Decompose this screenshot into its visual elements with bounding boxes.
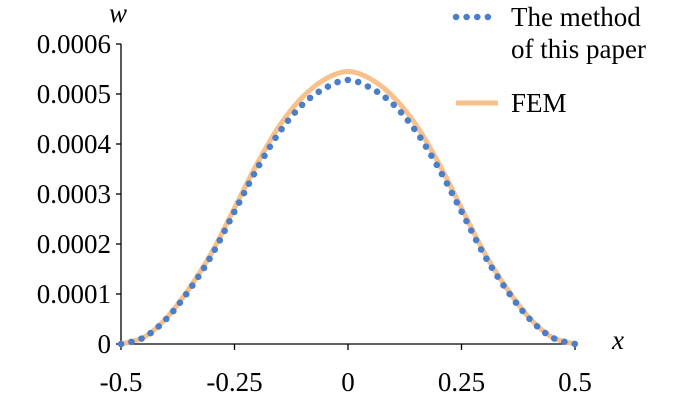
y-tick-label: 0.0006 bbox=[37, 29, 111, 59]
x-tick-label: 0 bbox=[341, 367, 355, 397]
y-tick-label: 0.0004 bbox=[37, 129, 112, 159]
axes: 0 0.0001 0.0002 0.0003 0.0004 0.0005 0.0006 -0.… bbox=[37, 0, 624, 397]
y-axis-label: w bbox=[109, 0, 127, 28]
legend-label: The method bbox=[511, 2, 641, 32]
y-tick-label: 0.0001 bbox=[37, 279, 111, 309]
x-tick-label: -0.5 bbox=[100, 367, 143, 397]
x-axis-label: x bbox=[611, 325, 624, 355]
x-tick-label: 0.5 bbox=[558, 367, 592, 397]
series-line-fem bbox=[120, 68, 576, 347]
series-layer bbox=[117, 68, 579, 348]
y-tick-label: 0.0002 bbox=[37, 229, 111, 259]
x-tick-label: -0.25 bbox=[206, 367, 262, 397]
series-line-method bbox=[117, 76, 579, 348]
y-tick-label: 0.0003 bbox=[37, 179, 111, 209]
x-tick-label: 0.25 bbox=[438, 367, 485, 397]
y-tick-label: 0 bbox=[98, 329, 112, 359]
legend-label: of this paper bbox=[511, 34, 646, 64]
y-tick-label: 0.0005 bbox=[37, 79, 111, 109]
legend-label: FEM bbox=[511, 88, 567, 118]
